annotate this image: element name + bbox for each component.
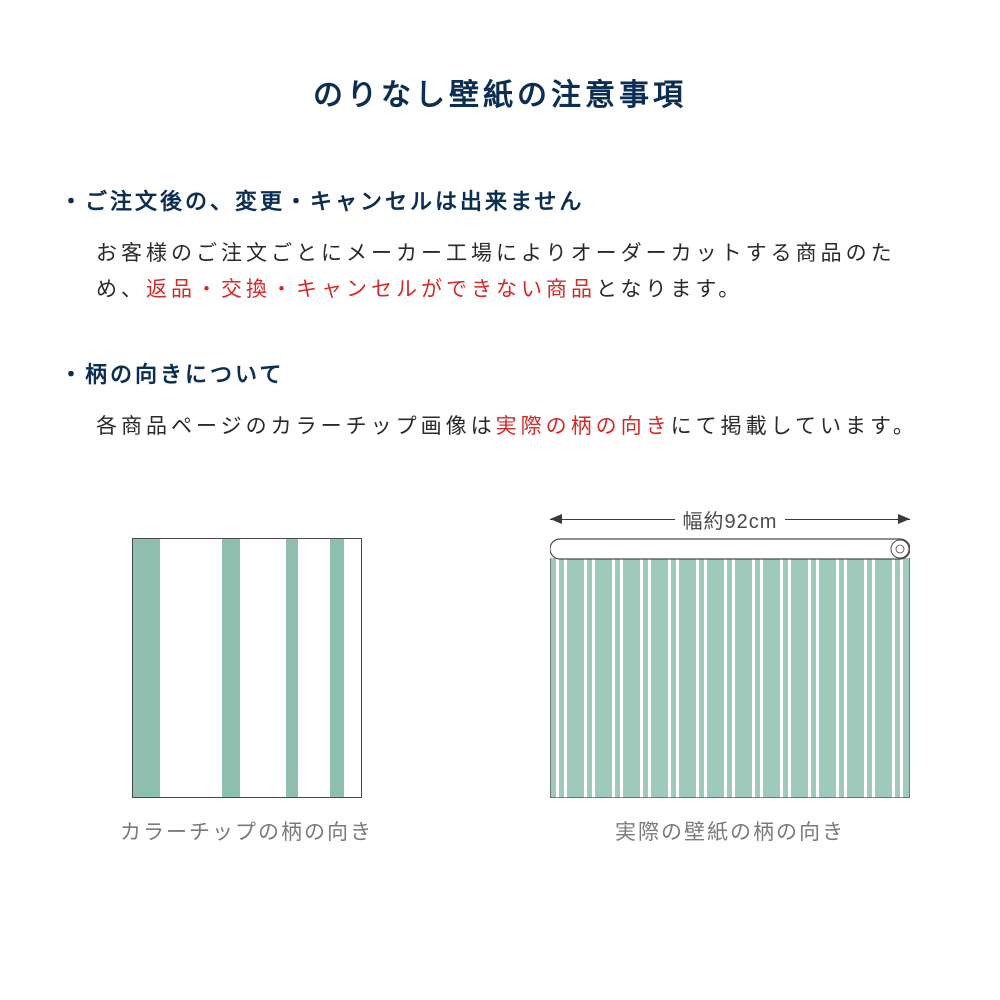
chip-illustration-icon [132,538,362,798]
width-label: 幅約92cm [683,505,778,534]
page-title: のりなし壁紙の注意事項 [60,70,940,114]
arrow-right-icon [785,519,910,520]
body-highlight: 返品・交換・キャンセルができない商品 [146,278,596,301]
section-cancellation: ・ご注文後の、変更・キャンセルは出来ません お客様のご注文ごとにメーカー工場によ… [60,184,940,307]
arrow-left-icon [550,519,675,520]
body-pre: 各商品ページのカラーチップ画像は [96,415,496,438]
section-body: 各商品ページのカラーチップ画像は実際の柄の向きにて掲載しています。 [60,409,940,445]
wallpaper-roll-diagram: 幅約92cm 実際の壁紙の柄の向き [550,505,910,846]
color-chip-diagram: カラーチップの柄の向き [120,538,373,846]
roll-caption: 実際の壁紙の柄の向き [615,816,845,846]
body-post: にて掲載しています。 [671,415,918,438]
roll-illustration-icon [550,538,910,798]
section-heading: ・柄の向きについて [60,357,940,389]
body-highlight: 実際の柄の向き [496,415,671,438]
width-indicator: 幅約92cm [550,505,910,534]
section-pattern-direction: ・柄の向きについて 各商品ページのカラーチップ画像は実際の柄の向きにて掲載してい… [60,357,940,445]
section-heading: ・ご注文後の、変更・キャンセルは出来ません [60,184,940,216]
body-post: となります。 [596,278,743,301]
diagrams-row: カラーチップの柄の向き 幅約92cm 実際の壁紙の柄の向き [60,495,940,846]
section-body: お客様のご注文ごとにメーカー工場によりオーダーカットする商品のため、返品・交換・… [60,236,940,307]
chip-caption: カラーチップの柄の向き [120,816,373,846]
